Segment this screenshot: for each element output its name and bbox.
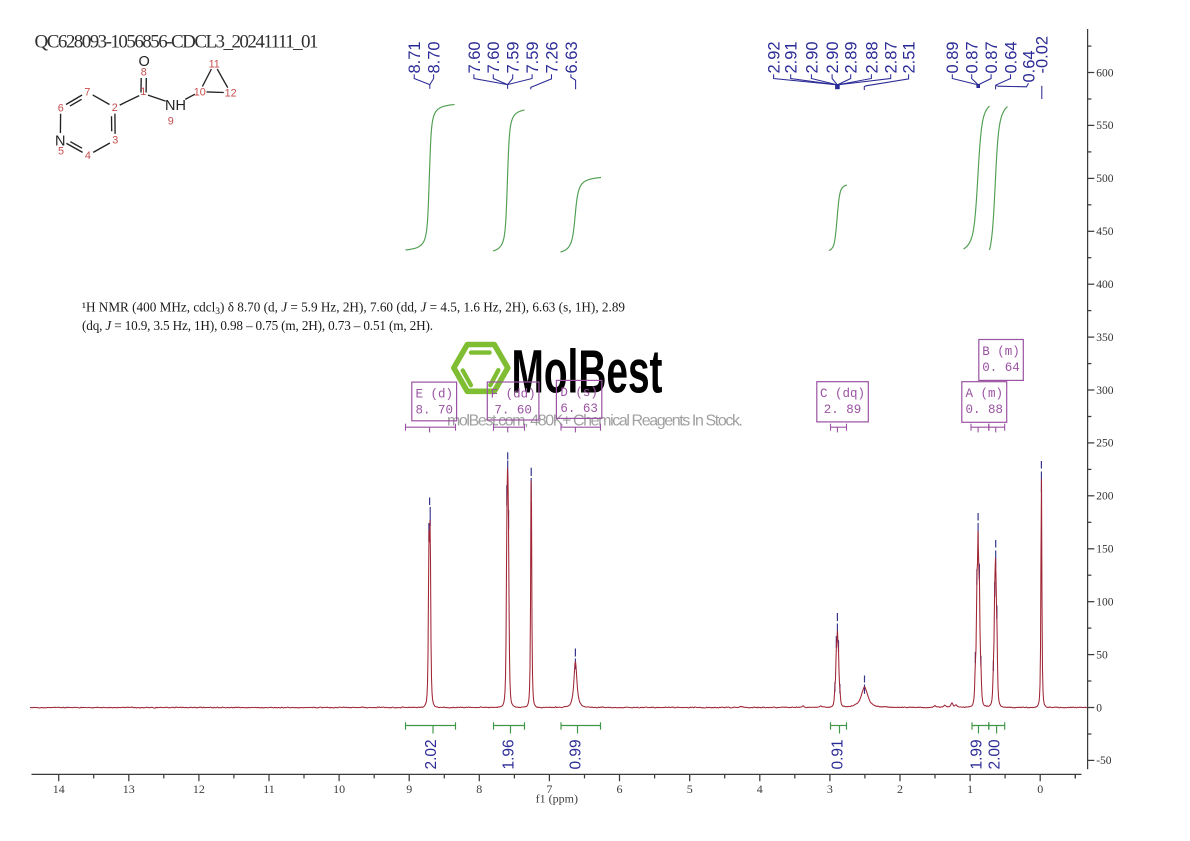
- svg-text:0.87: 0.87: [964, 41, 982, 73]
- svg-text:C (dq): C (dq): [820, 387, 865, 401]
- svg-text:6. 63: 6. 63: [560, 402, 598, 416]
- svg-text:400: 400: [1096, 279, 1114, 291]
- svg-text:2.00: 2.00: [987, 739, 1004, 770]
- svg-text:6: 6: [617, 782, 623, 796]
- svg-text:-0.02: -0.02: [1034, 36, 1052, 74]
- svg-text:150: 150: [1096, 544, 1114, 556]
- svg-text:3: 3: [112, 135, 118, 147]
- svg-text:9: 9: [406, 782, 412, 796]
- svg-text:8: 8: [141, 66, 147, 78]
- svg-text:7: 7: [546, 782, 552, 796]
- svg-text:2: 2: [112, 102, 118, 114]
- svg-text:NH: NH: [165, 98, 186, 114]
- svg-text:6.63: 6.63: [563, 41, 581, 73]
- svg-text:molBest.com, 480K+ Chemical Re: molBest.com, 480K+ Chemical Reagents In …: [447, 413, 743, 430]
- svg-text:7.26: 7.26: [543, 41, 561, 73]
- svg-text:13: 13: [123, 782, 135, 796]
- svg-text:2.92: 2.92: [766, 41, 784, 73]
- svg-text:O: O: [138, 54, 149, 70]
- svg-text:¹H NMR (400 MHz, cdcl3) δ 8.70: ¹H NMR (400 MHz, cdcl3) δ 8.70 (d, J = 5…: [82, 300, 625, 318]
- svg-text:11: 11: [209, 58, 220, 70]
- svg-text:0. 64: 0. 64: [982, 361, 1020, 375]
- svg-text:5: 5: [687, 782, 693, 796]
- svg-text:8.71: 8.71: [406, 41, 424, 73]
- svg-text:100: 100: [1096, 597, 1114, 609]
- svg-text:F (dd): F (dd): [491, 388, 536, 402]
- svg-text:7.60: 7.60: [466, 41, 484, 73]
- svg-text:2.90: 2.90: [824, 41, 842, 73]
- svg-text:0.91: 0.91: [830, 739, 847, 769]
- svg-text:9: 9: [168, 115, 174, 127]
- svg-text:8. 70: 8. 70: [415, 404, 453, 418]
- svg-text:11: 11: [263, 782, 275, 796]
- svg-text:300: 300: [1096, 385, 1114, 397]
- svg-text:0: 0: [1096, 702, 1102, 714]
- svg-text:1.96: 1.96: [501, 739, 518, 769]
- svg-text:4: 4: [85, 150, 91, 162]
- svg-text:2.91: 2.91: [783, 41, 801, 73]
- svg-text:5: 5: [58, 146, 64, 158]
- svg-text:600: 600: [1096, 67, 1114, 79]
- svg-text:0.99: 0.99: [568, 739, 585, 769]
- svg-text:MolBest: MolBest: [512, 339, 663, 407]
- svg-text:10: 10: [194, 86, 206, 98]
- svg-text:-50: -50: [1096, 755, 1112, 767]
- svg-text:4: 4: [757, 782, 763, 796]
- svg-text:QC628093-1056856-CDCL3_2024111: QC628093-1056856-CDCL3_20241111_01: [35, 32, 319, 53]
- svg-text:2.51: 2.51: [901, 41, 919, 73]
- svg-text:(dq, J = 10.9, 3.5 Hz, 1H), 0.: (dq, J = 10.9, 3.5 Hz, 1H), 0.98 – 0.75 …: [82, 318, 433, 333]
- svg-text:12: 12: [225, 87, 237, 99]
- svg-text:1: 1: [967, 782, 973, 796]
- svg-text:f1 (ppm): f1 (ppm): [536, 792, 578, 806]
- svg-text:6: 6: [58, 102, 64, 114]
- svg-text:7.59: 7.59: [505, 41, 523, 73]
- svg-text:7: 7: [84, 87, 90, 99]
- svg-text:3: 3: [827, 782, 833, 796]
- svg-text:2.02: 2.02: [423, 739, 440, 769]
- svg-text:250: 250: [1096, 438, 1114, 450]
- svg-text:1.99: 1.99: [969, 739, 986, 769]
- svg-text:10: 10: [333, 782, 345, 796]
- svg-text:350: 350: [1096, 332, 1114, 344]
- svg-text:0.87: 0.87: [983, 41, 1001, 73]
- svg-text:2.89: 2.89: [843, 41, 861, 73]
- svg-text:A (m): A (m): [965, 387, 1003, 401]
- svg-text:500: 500: [1096, 173, 1114, 185]
- svg-text:E (d): E (d): [415, 388, 453, 402]
- svg-text:450: 450: [1096, 226, 1114, 238]
- svg-text:50: 50: [1096, 649, 1108, 661]
- svg-text:2: 2: [897, 782, 903, 796]
- svg-text:7.59: 7.59: [524, 41, 542, 73]
- svg-text:8: 8: [476, 782, 482, 796]
- svg-text:2.87: 2.87: [883, 41, 901, 73]
- svg-text:0.64: 0.64: [1020, 50, 1038, 82]
- svg-text:2. 89: 2. 89: [824, 403, 862, 417]
- svg-text:7. 60: 7. 60: [494, 404, 532, 418]
- svg-text:0. 88: 0. 88: [965, 403, 1003, 417]
- svg-text:14: 14: [53, 782, 65, 796]
- svg-text:1: 1: [140, 86, 146, 98]
- svg-text:0.89: 0.89: [944, 41, 962, 73]
- svg-text:2.88: 2.88: [863, 41, 881, 73]
- svg-text:2.90: 2.90: [803, 41, 821, 73]
- svg-text:200: 200: [1096, 491, 1114, 503]
- svg-text:0: 0: [1037, 782, 1043, 796]
- svg-text:7.60: 7.60: [485, 41, 503, 73]
- svg-text:D (s): D (s): [560, 386, 598, 400]
- svg-text:8.70: 8.70: [426, 41, 444, 73]
- svg-text:N: N: [55, 134, 65, 150]
- svg-text:0.64: 0.64: [1002, 41, 1020, 73]
- svg-text:12: 12: [193, 782, 205, 796]
- svg-text:550: 550: [1096, 120, 1114, 132]
- svg-text:B (m): B (m): [982, 345, 1020, 359]
